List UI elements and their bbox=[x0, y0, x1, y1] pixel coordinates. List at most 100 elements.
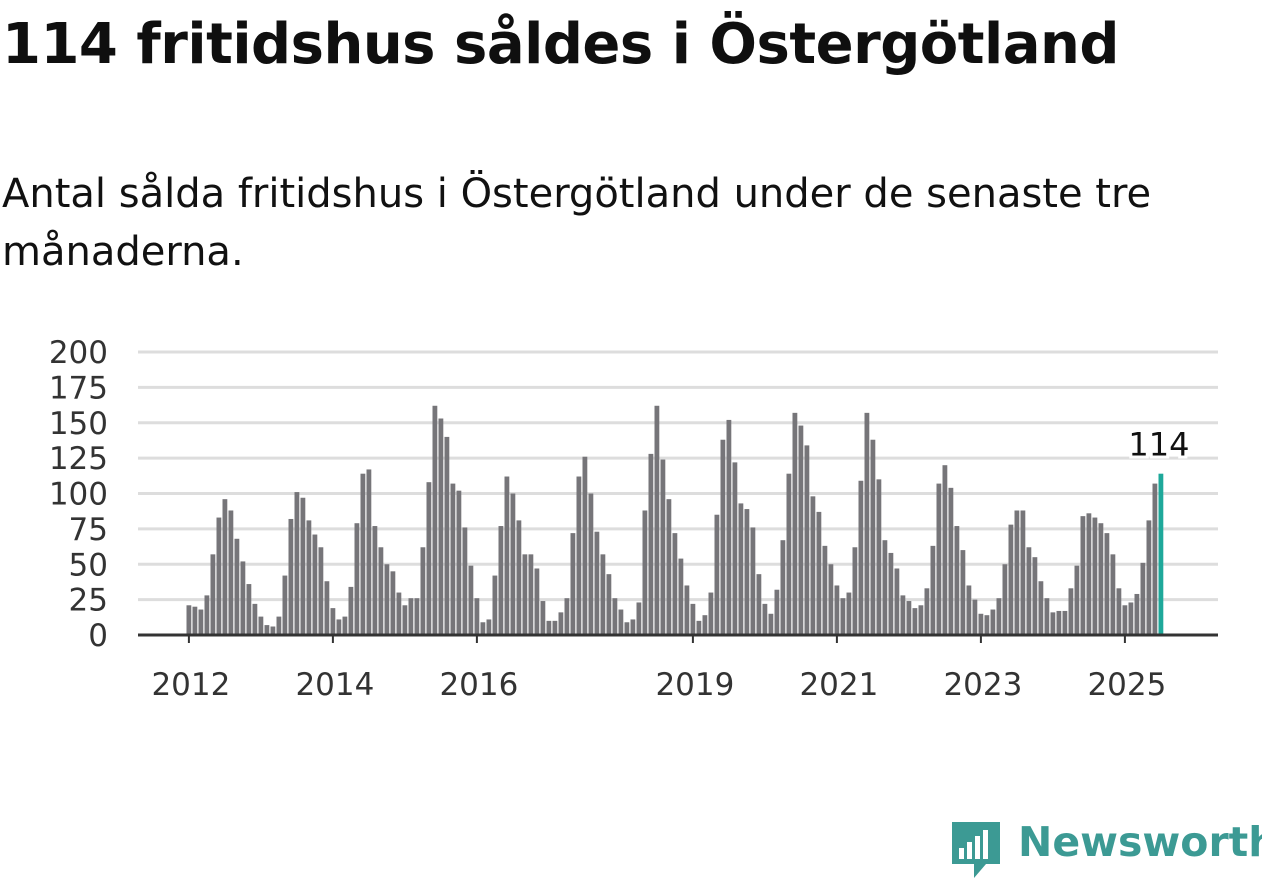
bar bbox=[726, 419, 732, 635]
bar bbox=[186, 605, 192, 635]
bar bbox=[318, 547, 324, 635]
bar bbox=[1014, 510, 1020, 635]
bar bbox=[546, 620, 552, 635]
bar bbox=[1020, 510, 1026, 635]
bar bbox=[480, 622, 486, 635]
bars bbox=[186, 405, 1164, 635]
x-tick-label: 2023 bbox=[943, 667, 1022, 703]
bar bbox=[492, 575, 498, 635]
bar bbox=[816, 511, 822, 635]
x-tick-label: 2012 bbox=[151, 667, 230, 703]
bar bbox=[576, 476, 582, 635]
gridlines bbox=[138, 350, 1218, 602]
bar bbox=[552, 620, 558, 635]
bar bbox=[438, 418, 444, 635]
bar bbox=[684, 585, 690, 635]
bar bbox=[1116, 588, 1122, 635]
bar-highlight bbox=[1158, 473, 1164, 635]
bar bbox=[672, 533, 678, 635]
bar bbox=[384, 564, 390, 635]
bar bbox=[1026, 547, 1032, 635]
bar bbox=[312, 534, 318, 635]
bar bbox=[978, 613, 984, 635]
bar bbox=[528, 554, 534, 635]
bar bbox=[204, 595, 210, 635]
bar bbox=[654, 405, 660, 635]
bar bbox=[930, 545, 936, 635]
y-tick-label: 75 bbox=[69, 512, 108, 548]
bar bbox=[678, 558, 684, 635]
bar bbox=[894, 568, 900, 635]
bar bbox=[1146, 520, 1152, 635]
bar bbox=[354, 523, 360, 635]
bar bbox=[954, 526, 960, 635]
bar bbox=[612, 598, 618, 635]
bar bbox=[198, 609, 204, 635]
bar bbox=[774, 589, 780, 635]
bar bbox=[876, 479, 882, 635]
bar bbox=[366, 469, 372, 635]
bar bbox=[1032, 557, 1038, 635]
data-labels: 114 bbox=[1125, 423, 1192, 467]
bar bbox=[402, 605, 408, 635]
bar bbox=[1122, 605, 1128, 635]
bar bbox=[336, 619, 342, 635]
y-tick-label: 175 bbox=[49, 370, 108, 406]
bar bbox=[738, 503, 744, 635]
bar bbox=[714, 514, 720, 635]
y-tick-label: 125 bbox=[49, 441, 108, 477]
bar bbox=[324, 581, 330, 635]
bar bbox=[564, 598, 570, 635]
bar bbox=[1044, 598, 1050, 635]
bar bbox=[936, 483, 942, 635]
bar bbox=[972, 599, 978, 635]
bar bbox=[990, 609, 996, 635]
bar bbox=[756, 574, 762, 635]
bar bbox=[1152, 483, 1158, 635]
last-value-label: 114 bbox=[1128, 426, 1189, 464]
bar bbox=[1092, 517, 1098, 635]
bar bbox=[600, 554, 606, 635]
bar bbox=[618, 609, 624, 635]
bar bbox=[1038, 581, 1044, 635]
bar bbox=[708, 592, 714, 635]
bar bbox=[1098, 523, 1104, 635]
bar bbox=[984, 615, 990, 635]
bar bbox=[540, 601, 546, 635]
bar bbox=[702, 615, 708, 635]
bar bbox=[228, 510, 234, 635]
bar bbox=[912, 608, 918, 635]
chart-subtitle: Antal sålda fritidshus i Östergötland un… bbox=[2, 171, 1152, 275]
bar bbox=[768, 613, 774, 635]
x-tick-label: 2016 bbox=[439, 667, 518, 703]
bar bbox=[834, 585, 840, 635]
y-tick-label: 25 bbox=[69, 583, 108, 619]
bar bbox=[348, 586, 354, 635]
bar bbox=[762, 603, 768, 635]
bar bbox=[630, 619, 636, 635]
y-tick-label: 150 bbox=[49, 406, 108, 442]
bar bbox=[522, 554, 528, 635]
y-tick-label: 50 bbox=[69, 547, 108, 583]
bar bbox=[264, 625, 270, 635]
bar bbox=[306, 520, 312, 635]
bar bbox=[420, 547, 426, 635]
bar bbox=[1068, 588, 1074, 635]
bar bbox=[906, 601, 912, 635]
bar bbox=[846, 592, 852, 635]
bar bbox=[858, 480, 864, 635]
bar bbox=[636, 602, 642, 635]
bar bbox=[900, 595, 906, 635]
bar bbox=[372, 526, 378, 635]
bar bbox=[390, 571, 396, 635]
bar bbox=[720, 439, 726, 635]
x-tick-label: 2025 bbox=[1087, 667, 1166, 703]
bar bbox=[504, 476, 510, 635]
bar bbox=[1086, 513, 1092, 635]
bar bbox=[300, 497, 306, 635]
newsworthy-logo-icon bbox=[952, 822, 1000, 878]
bar bbox=[924, 588, 930, 635]
bar bbox=[996, 598, 1002, 635]
